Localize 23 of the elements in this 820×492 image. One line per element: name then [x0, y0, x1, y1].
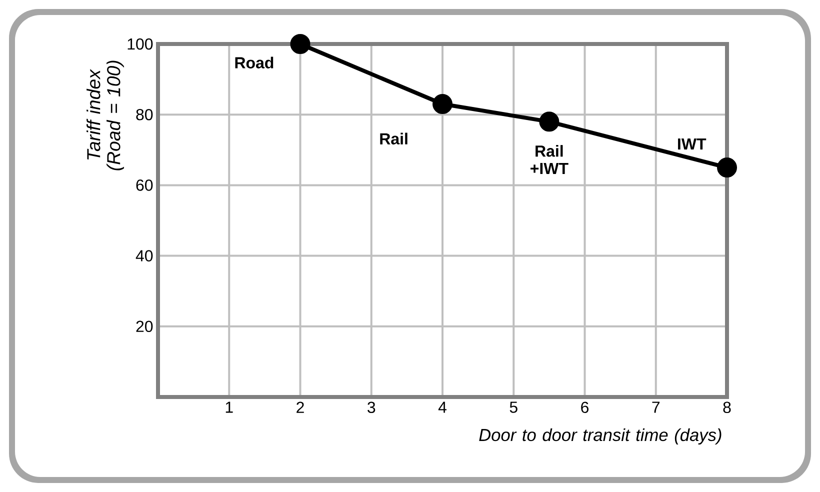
x-axis-title: Door to door transit time (days) [479, 428, 722, 445]
x-tick-label: 5 [510, 402, 518, 413]
point [539, 112, 560, 132]
y-tick-label: 100 [128, 38, 153, 50]
annotation: Rail [380, 132, 408, 144]
x-tick-label: 4 [438, 402, 446, 413]
x-tick-label: 6 [581, 402, 588, 414]
x-tick-label: 2 [296, 402, 304, 413]
annotation: Rail +IWT [530, 145, 568, 174]
y-tick-label: 40 [136, 250, 153, 262]
y-tick-label: 80 [136, 108, 153, 120]
x-tick-label: 3 [368, 402, 376, 414]
y-axis-title: Tariff index (Road = 100) [86, 60, 124, 170]
point [290, 34, 310, 54]
x-tick-label: 1 [226, 402, 233, 413]
point [717, 158, 738, 178]
point [432, 94, 453, 114]
annotation: Road [235, 56, 274, 68]
x-tick-label: 8 [723, 402, 731, 414]
x-tick-label: 7 [652, 402, 660, 413]
y-tick-label: 20 [136, 320, 153, 332]
annotation: IWT [678, 138, 706, 150]
y-tick-label: 60 [136, 180, 153, 191]
